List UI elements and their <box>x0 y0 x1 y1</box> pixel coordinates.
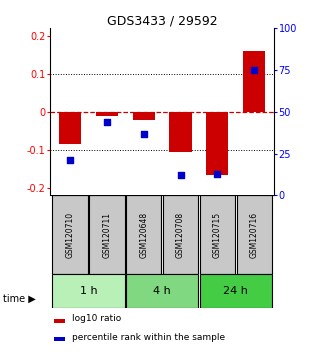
Text: time ▶: time ▶ <box>3 294 36 304</box>
Text: percentile rank within the sample: percentile rank within the sample <box>72 333 225 342</box>
Point <box>215 171 220 177</box>
Text: GSM120716: GSM120716 <box>250 212 259 258</box>
Bar <box>206 112 229 175</box>
Text: 24 h: 24 h <box>223 286 248 296</box>
Bar <box>59 112 81 144</box>
Point <box>141 131 146 136</box>
Text: GSM120648: GSM120648 <box>139 212 148 258</box>
Bar <box>52 274 125 308</box>
Text: GSM120710: GSM120710 <box>65 212 74 258</box>
Bar <box>126 195 161 274</box>
Bar <box>237 195 272 274</box>
Point <box>67 158 73 163</box>
Bar <box>54 319 65 322</box>
Bar <box>163 195 198 274</box>
Point <box>178 172 183 178</box>
Text: log10 ratio: log10 ratio <box>72 314 121 323</box>
Bar <box>126 274 198 308</box>
Bar <box>96 112 118 116</box>
Title: GDS3433 / 29592: GDS3433 / 29592 <box>107 14 217 27</box>
Text: 4 h: 4 h <box>153 286 171 296</box>
Point <box>104 119 109 125</box>
Bar <box>200 274 272 308</box>
Bar <box>133 112 155 120</box>
Bar <box>89 195 125 274</box>
Bar <box>200 195 235 274</box>
Text: GSM120711: GSM120711 <box>102 212 111 258</box>
Text: 1 h: 1 h <box>80 286 97 296</box>
Bar <box>169 112 192 152</box>
Text: GSM120715: GSM120715 <box>213 212 222 258</box>
Point <box>252 67 257 73</box>
Text: GSM120708: GSM120708 <box>176 212 185 258</box>
Bar <box>243 51 265 112</box>
Bar <box>54 337 65 341</box>
Bar <box>52 195 88 274</box>
